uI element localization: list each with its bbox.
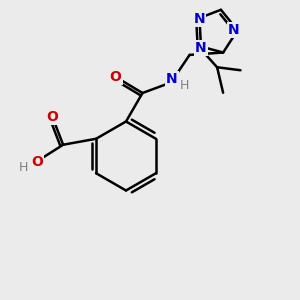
Text: N: N [194,12,205,26]
Text: O: O [31,155,43,169]
Text: N: N [195,41,206,55]
Text: O: O [47,110,58,124]
Text: N: N [166,72,178,86]
Text: O: O [110,70,122,84]
Text: H: H [19,161,28,174]
Text: H: H [180,79,189,92]
Text: N: N [228,23,240,37]
